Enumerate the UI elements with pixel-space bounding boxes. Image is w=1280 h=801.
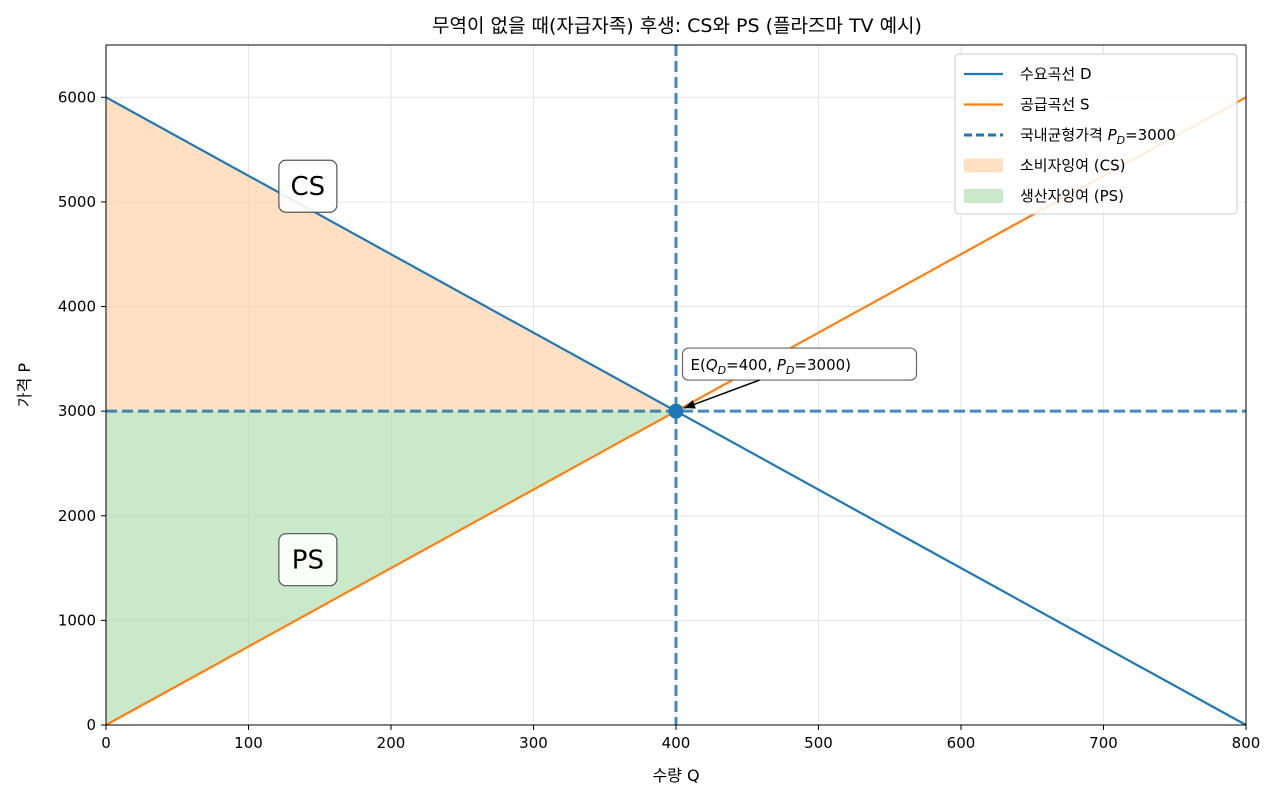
y-tick-label: 5000 <box>58 193 96 211</box>
annotation-box <box>681 347 918 381</box>
points <box>668 403 684 419</box>
equilibrium-annotation: E(QD=400, PD=3000) <box>681 347 918 409</box>
chart-title: 무역이 없을 때(자급자족) 후생: CS와 PS (플라즈마 TV 예시) <box>432 15 922 37</box>
annotation-arrow <box>683 379 760 409</box>
x-tick-label: 500 <box>804 734 833 752</box>
y-tick-label: 3000 <box>58 402 96 420</box>
x-tick-label: 600 <box>947 734 976 752</box>
y-tick-label: 1000 <box>58 611 96 629</box>
legend: 수요곡선 D 공급곡선 S 국내균형가격 PD=3000 소비자잉여 (CS) 생산자잉… <box>954 53 1238 215</box>
x-tick-label: 0 <box>101 734 111 752</box>
legend-frame <box>954 53 1238 215</box>
y-tick-label: 6000 <box>58 88 96 106</box>
legend-entry: 수요곡선 D <box>1020 65 1092 83</box>
y-tick-label: 2000 <box>58 507 96 525</box>
x-tick-label: 300 <box>519 734 548 752</box>
x-axis-label: 수량 Q <box>652 766 699 785</box>
region-labels: CS PS <box>278 159 338 587</box>
region-label-box <box>278 533 338 587</box>
region-label-box <box>278 159 338 213</box>
x-tick-label: 200 <box>377 734 406 752</box>
equilibrium-point <box>668 403 684 419</box>
legend-swatch <box>964 158 1003 173</box>
legend-entry: 소비자잉여 (CS) <box>1020 157 1125 175</box>
annotation-text: E(QD=400, PD=3000) <box>691 356 852 377</box>
x-tick-label: 400 <box>662 734 691 752</box>
ps-label: PS <box>292 546 324 576</box>
x-tick-label: 700 <box>1089 734 1118 752</box>
y-tick-label: 4000 <box>58 298 96 316</box>
legend-entry: 공급곡선 S <box>1020 96 1090 114</box>
y-tick-label: 0 <box>86 716 96 734</box>
legend-entry: 국내균형가격 PD=3000 <box>1020 126 1176 147</box>
x-axis-ticks: 0 100 200 300 400 500 600 700 800 <box>101 725 1260 752</box>
x-tick-label: 800 <box>1232 734 1261 752</box>
cs-label: CS <box>291 172 326 202</box>
legend-entry: 생산자잉여 (PS) <box>1020 187 1124 205</box>
y-axis-ticks: 0 1000 2000 3000 4000 5000 6000 <box>58 88 106 734</box>
x-tick-label: 100 <box>234 734 263 752</box>
annotation-arrowhead <box>684 400 696 409</box>
legend-swatch <box>964 189 1003 203</box>
y-axis-label: 가격 P <box>15 363 34 408</box>
